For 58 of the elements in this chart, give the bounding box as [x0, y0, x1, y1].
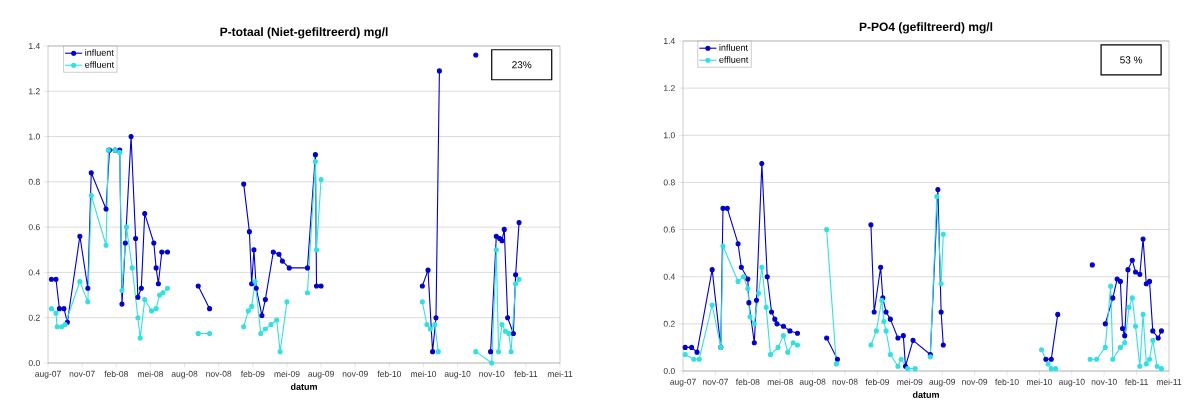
x-tick-label: feb-11	[1124, 378, 1148, 386]
y-tick-label: 0.6	[663, 226, 675, 233]
x-tick-label: mei-08	[137, 370, 164, 378]
x-tick-label: feb-11	[514, 370, 538, 378]
y-tick-label: 0.4	[663, 273, 675, 280]
chart-title: P-PO4 (gefiltreerd) mg/l	[859, 22, 993, 34]
x-tick-label: aug-07	[35, 370, 61, 379]
y-tick-label: 1.0	[664, 132, 675, 139]
x-tick-label: nov-07	[702, 378, 728, 385]
x-tick-label: mei-08	[767, 378, 793, 386]
x-tick-label: aug-10	[444, 370, 471, 379]
y-tick-label: 1.4	[29, 43, 40, 49]
x-tick-label: feb-10	[377, 370, 402, 378]
x-tick-label: aug-10	[1058, 378, 1085, 387]
annotation: 23%	[512, 61, 532, 69]
y-tick-label: 0.2	[663, 320, 675, 327]
y-tick-label: 0.6	[28, 224, 40, 231]
x-tick-label: nov-09	[962, 378, 988, 385]
x-tick-label: nov-10	[479, 370, 505, 377]
x-tick-label: aug-08	[799, 378, 826, 387]
legend-label: influent	[85, 49, 114, 56]
x-tick-label: aug-09	[308, 370, 334, 379]
x-axis-title: datum	[290, 383, 317, 390]
x-tick-label: mei-09	[897, 378, 923, 386]
x-tick-label: aug-08	[171, 370, 198, 379]
x-tick-label: nov-09	[342, 370, 368, 377]
x-tick-label: feb-10	[995, 378, 1019, 386]
x-tick-label: nov-10	[1091, 378, 1117, 385]
y-tick-label: 1.0	[29, 133, 40, 140]
x-tick-label: nov-08	[206, 370, 232, 377]
legend-label: influent	[719, 44, 748, 51]
legend-label: effluent	[85, 61, 115, 68]
y-tick-label: 0.4	[28, 269, 40, 276]
y-tick-label: 0.8	[663, 179, 675, 186]
y-tick-label: 1.4	[664, 38, 675, 44]
x-axis-title: datum	[912, 391, 939, 398]
legend-label: effluent	[719, 56, 749, 63]
x-tick-label: feb-09	[865, 378, 890, 386]
x-tick-label: feb-09	[240, 370, 265, 378]
y-tick-label: 0.8	[28, 178, 40, 185]
x-tick-label: nov-07	[69, 370, 95, 377]
x-tick-label: aug-09	[929, 378, 956, 387]
x-tick-label: feb-08	[735, 378, 760, 386]
x-tick-label: mei-11	[1156, 378, 1182, 386]
x-tick-label: aug-07	[670, 378, 696, 387]
chart-title: P-totaal (Niet-gefiltreerd) mg/l	[220, 27, 388, 39]
x-tick-label: mei-09	[274, 370, 300, 378]
x-tick-label: feb-08	[104, 370, 128, 378]
y-tick-label: 0.2	[28, 314, 40, 321]
x-tick-label: nov-08	[832, 378, 858, 385]
annotation: 53 %	[1120, 56, 1143, 64]
y-tick-label: 1.2	[29, 88, 40, 95]
y-tick-label: 0.0	[663, 367, 675, 374]
y-tick-label: 0.0	[28, 359, 40, 366]
y-tick-label: 1.2	[664, 85, 675, 92]
x-tick-label: mei-10	[411, 370, 437, 378]
x-tick-label: mei-11	[547, 370, 573, 378]
x-tick-label: mei-10	[1026, 378, 1053, 386]
